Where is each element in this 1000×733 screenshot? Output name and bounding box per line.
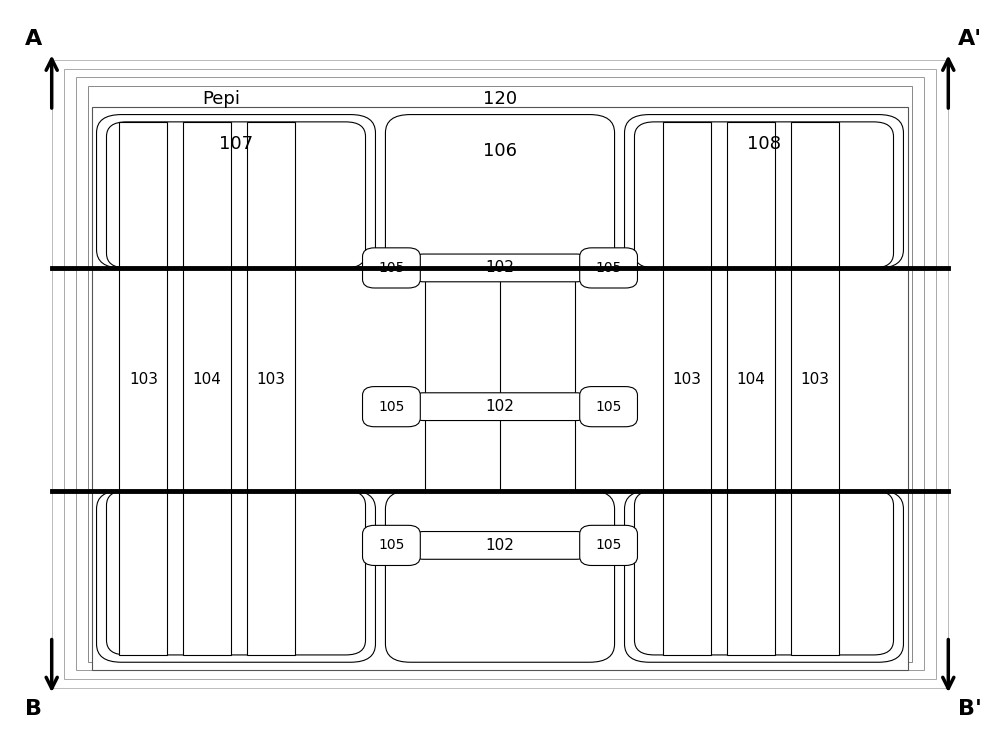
Bar [64, 69, 936, 679]
Text: Pepi: Pepi [202, 89, 240, 108]
FancyBboxPatch shape [363, 526, 420, 565]
FancyBboxPatch shape [97, 114, 375, 268]
FancyBboxPatch shape [106, 490, 366, 655]
Bar [247, 122, 295, 655]
Text: 105: 105 [595, 539, 622, 553]
Text: 105: 105 [378, 539, 405, 553]
Bar [727, 122, 775, 655]
Bar [88, 86, 912, 661]
Text: 107: 107 [219, 135, 253, 152]
FancyBboxPatch shape [415, 393, 585, 421]
Bar [92, 107, 908, 669]
FancyBboxPatch shape [634, 122, 894, 268]
Text: A: A [24, 29, 42, 49]
Text: 108: 108 [747, 135, 781, 152]
Text: 103: 103 [129, 372, 158, 387]
FancyBboxPatch shape [106, 122, 366, 268]
Bar [119, 122, 167, 655]
Text: 105: 105 [378, 399, 405, 413]
Text: 105: 105 [595, 399, 622, 413]
FancyBboxPatch shape [385, 114, 615, 268]
FancyBboxPatch shape [580, 386, 637, 427]
FancyBboxPatch shape [580, 526, 637, 565]
Bar [791, 122, 839, 655]
Text: 105: 105 [595, 261, 622, 275]
Text: 103: 103 [673, 372, 702, 387]
Text: 104: 104 [193, 372, 222, 387]
Bar [52, 60, 948, 688]
FancyBboxPatch shape [415, 254, 585, 281]
Bar [76, 78, 924, 670]
FancyBboxPatch shape [385, 490, 615, 662]
Text: 102: 102 [486, 399, 514, 414]
FancyBboxPatch shape [363, 386, 420, 427]
FancyBboxPatch shape [363, 248, 420, 288]
FancyBboxPatch shape [634, 490, 894, 655]
Text: 106: 106 [483, 142, 517, 160]
FancyBboxPatch shape [97, 490, 375, 662]
Text: 120: 120 [483, 89, 517, 108]
Bar [663, 122, 711, 655]
FancyBboxPatch shape [625, 114, 903, 268]
Text: 102: 102 [486, 538, 514, 553]
Text: A': A' [958, 29, 982, 49]
Bar [183, 122, 231, 655]
Text: 103: 103 [800, 372, 829, 387]
Text: B': B' [958, 699, 982, 719]
Text: 102: 102 [486, 260, 514, 276]
Text: B: B [25, 699, 42, 719]
Text: 105: 105 [378, 261, 405, 275]
FancyBboxPatch shape [625, 490, 903, 662]
FancyBboxPatch shape [415, 531, 585, 559]
Text: 103: 103 [256, 372, 285, 387]
Text: 104: 104 [737, 372, 765, 387]
FancyBboxPatch shape [580, 248, 637, 288]
